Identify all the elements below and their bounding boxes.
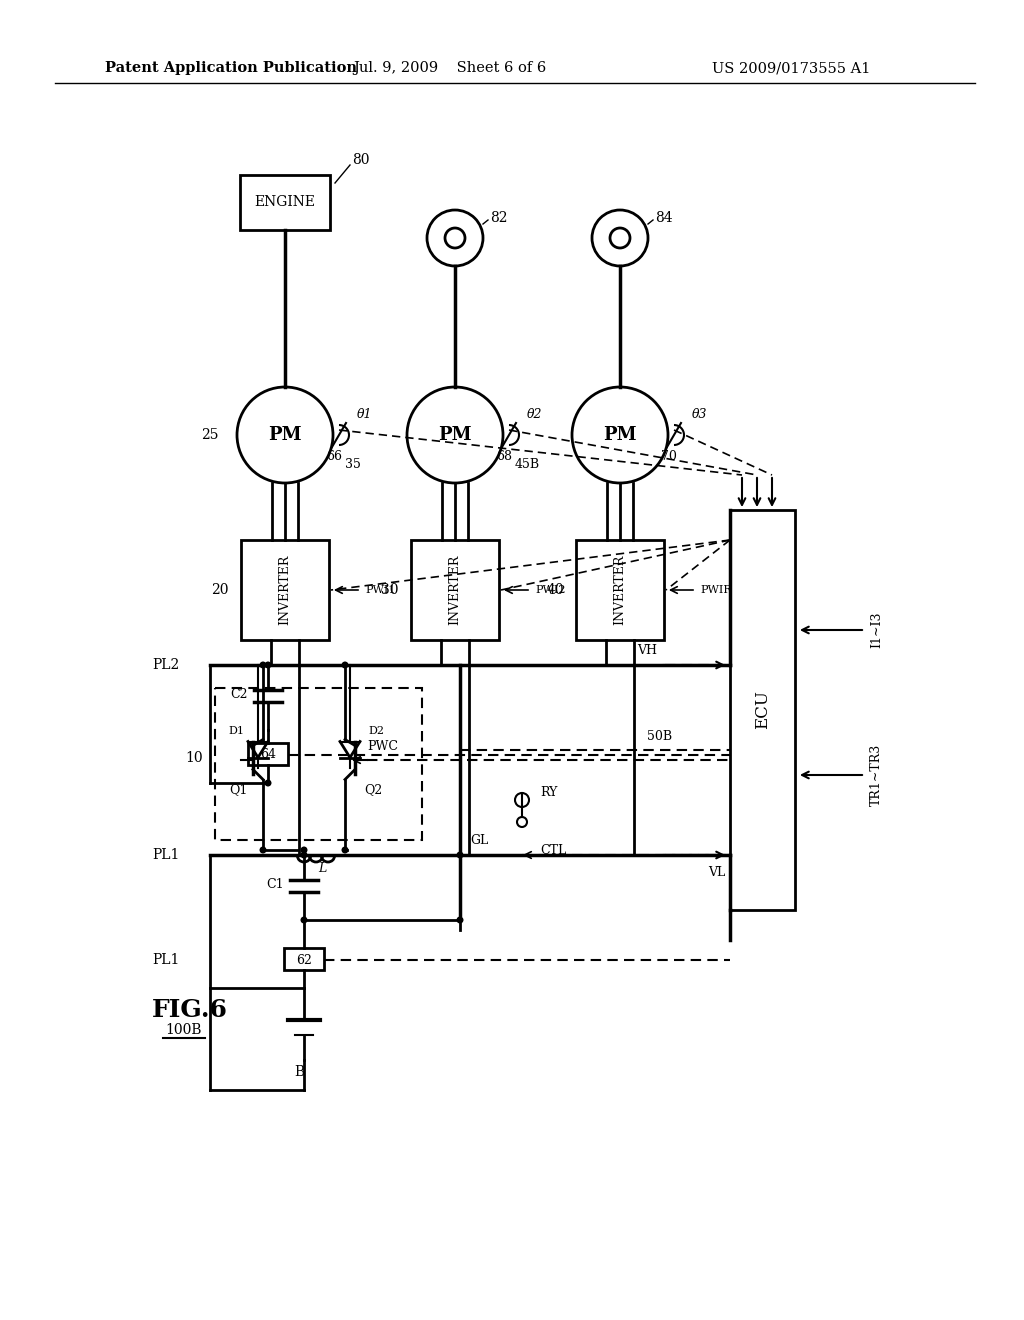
- Text: Patent Application Publication: Patent Application Publication: [105, 61, 357, 75]
- Text: PWC: PWC: [367, 739, 398, 752]
- Circle shape: [341, 661, 348, 668]
- Text: RY: RY: [540, 785, 557, 799]
- Text: Q2: Q2: [364, 783, 382, 796]
- Bar: [241, 540, 329, 640]
- Text: C1: C1: [266, 879, 284, 891]
- Text: 62: 62: [296, 953, 312, 966]
- Text: PM: PM: [438, 426, 472, 444]
- Bar: [730, 510, 795, 909]
- Text: TR1∼TR3: TR1∼TR3: [870, 744, 883, 807]
- Circle shape: [264, 661, 271, 668]
- Circle shape: [259, 846, 266, 854]
- Text: ENGINE: ENGINE: [255, 195, 315, 210]
- Circle shape: [237, 387, 333, 483]
- Text: θ1: θ1: [357, 408, 373, 421]
- Bar: [240, 176, 330, 230]
- Text: 82: 82: [490, 211, 508, 224]
- Text: 25: 25: [202, 428, 219, 442]
- Text: PM: PM: [268, 426, 302, 444]
- Text: INVERTER: INVERTER: [449, 554, 462, 626]
- Text: 66: 66: [326, 450, 342, 463]
- Circle shape: [517, 817, 527, 828]
- Text: 68: 68: [496, 450, 512, 463]
- Circle shape: [515, 793, 529, 807]
- Text: θ2: θ2: [527, 408, 543, 421]
- Text: 50B: 50B: [647, 730, 673, 742]
- Circle shape: [300, 851, 307, 858]
- Circle shape: [592, 210, 648, 267]
- Text: L: L: [317, 862, 326, 874]
- Circle shape: [300, 916, 307, 924]
- Text: 30: 30: [382, 583, 399, 597]
- Circle shape: [341, 846, 348, 854]
- Circle shape: [572, 387, 668, 483]
- Bar: [215, 688, 422, 840]
- Text: 45B: 45B: [515, 458, 540, 471]
- Text: US 2009/0173555 A1: US 2009/0173555 A1: [712, 61, 870, 75]
- Circle shape: [300, 846, 307, 854]
- Text: PL2: PL2: [153, 657, 180, 672]
- Text: 40: 40: [547, 583, 564, 597]
- Text: INVERTER: INVERTER: [279, 554, 292, 626]
- Circle shape: [457, 916, 464, 924]
- Text: θ3: θ3: [692, 408, 708, 421]
- Circle shape: [457, 851, 464, 858]
- Text: CTL: CTL: [540, 843, 566, 857]
- Text: VL: VL: [708, 866, 725, 879]
- Circle shape: [427, 210, 483, 267]
- Text: D1: D1: [228, 726, 244, 737]
- Text: INVERTER: INVERTER: [613, 554, 627, 626]
- Text: PWIR: PWIR: [700, 585, 731, 595]
- Text: 84: 84: [655, 211, 673, 224]
- Text: B: B: [294, 1065, 304, 1078]
- Circle shape: [259, 661, 266, 668]
- Text: I1∼I3: I1∼I3: [870, 611, 883, 648]
- Circle shape: [264, 780, 271, 787]
- Text: PWI2: PWI2: [535, 585, 565, 595]
- Bar: [575, 540, 664, 640]
- Text: 100B: 100B: [165, 1023, 202, 1038]
- Text: 80: 80: [352, 153, 370, 168]
- Text: Jul. 9, 2009    Sheet 6 of 6: Jul. 9, 2009 Sheet 6 of 6: [353, 61, 547, 75]
- Text: 64: 64: [260, 748, 276, 762]
- Circle shape: [407, 387, 503, 483]
- Text: PM: PM: [603, 426, 637, 444]
- Text: 35: 35: [345, 458, 360, 471]
- Text: FIG.6: FIG.6: [152, 998, 228, 1022]
- Bar: [284, 948, 324, 970]
- Text: PL1: PL1: [153, 847, 180, 862]
- Text: D2: D2: [368, 726, 384, 737]
- Text: 20: 20: [212, 583, 229, 597]
- Circle shape: [445, 228, 465, 248]
- Bar: [248, 743, 288, 766]
- Text: ECU: ECU: [754, 690, 771, 730]
- Text: C2: C2: [230, 689, 248, 701]
- Text: PWI1: PWI1: [365, 585, 395, 595]
- Text: 10: 10: [185, 751, 203, 766]
- Text: GL: GL: [470, 833, 488, 846]
- Bar: [411, 540, 499, 640]
- Circle shape: [610, 228, 630, 248]
- Text: Q1: Q1: [228, 783, 247, 796]
- Text: 70: 70: [662, 450, 677, 463]
- Text: VH: VH: [637, 644, 657, 657]
- Text: PL1: PL1: [153, 953, 180, 968]
